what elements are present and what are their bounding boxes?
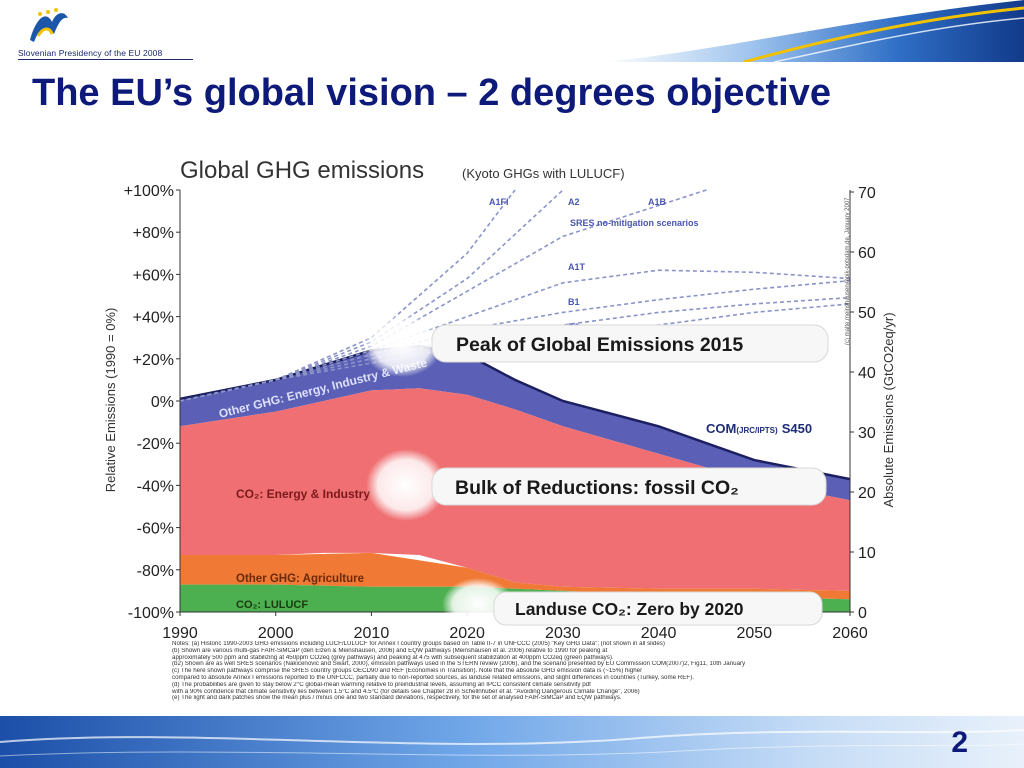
callout-reductions-text: Bulk of Reductions: fossil CO₂ — [455, 477, 739, 499]
x-tick-label: 2050 — [736, 625, 772, 642]
chart-title: Global GHG emissions — [180, 157, 424, 184]
note-line: (b) Shown are various multi-gas FAIR-SiM… — [172, 647, 608, 654]
sres-label: SRES no-mitigation scenarios — [570, 218, 699, 228]
area-series-0 — [180, 346, 850, 501]
y-left-tick-label: -60% — [137, 521, 174, 538]
presidency-logo: Slovenian Presidency of the EU 2008 — [18, 4, 208, 60]
area-label-other-agri: Other GHG: Agriculture — [236, 573, 364, 585]
callout-peak-text: Peak of Global Emissions 2015 — [456, 334, 743, 356]
com-label-s450: S450 — [782, 421, 812, 436]
scenario-label-b1: B1 — [568, 297, 580, 307]
callout-reductions-glow — [366, 449, 446, 521]
y-left-tick-label: +80% — [133, 225, 174, 242]
callout-peak: Peak of Global Emissions 2015 — [362, 313, 829, 377]
scenario-label-a2: A2 — [568, 197, 580, 207]
copyright-label: (c) malte.meinshausen@pik-potsdam.de, Ja… — [845, 197, 851, 345]
area-series-2 — [180, 552, 850, 600]
page-number: 2 — [951, 726, 968, 759]
logo-text: Slovenian Presidency of the EU 2008 — [18, 48, 163, 58]
callout-peak-box — [431, 324, 829, 363]
note-line: (e) The light and dark patches show the … — [172, 695, 622, 702]
y-right-tick-label: 40 — [858, 365, 876, 382]
x-tick-label: 2010 — [354, 625, 390, 642]
x-tick-label: 2060 — [832, 625, 868, 642]
y-left-tick-label: -100% — [128, 605, 174, 622]
scenario-label-a1t: A1T — [568, 262, 586, 272]
note-line: with a 90% confidence that climate sensi… — [172, 688, 640, 695]
com-label-main: COM — [706, 421, 736, 436]
slide-header: Slovenian Presidency of the EU 2008 — [0, 0, 1024, 62]
callout-peak-glow — [362, 313, 442, 377]
y-left-axis-label: Relative Emissions (1990 = 0%) — [103, 308, 118, 493]
logo-underline — [18, 59, 193, 60]
scenario-line-6 — [179, 303, 851, 402]
callout-landuse-box — [493, 591, 823, 626]
scenario-label-a1fi: A1FI — [489, 197, 509, 207]
note-line: Notes: (a) Historic 1990-2003 GHG emissi… — [172, 641, 665, 647]
area-label-co2-energy: CO₂: Energy & Industry — [236, 487, 370, 501]
y-left-tick-label: -80% — [137, 563, 174, 580]
x-tick-label: 1990 — [162, 625, 198, 642]
chart-axes: +100% +80% +60% +40% +20% 0% -20% -40% -60% -80% -… — [124, 183, 876, 642]
y-right-axis-label: Absolute Emissions (GtCO2eq/yr) — [881, 312, 896, 507]
x-tick-label: 2000 — [258, 625, 294, 642]
note-line: compared to absolute Annex I emissions r… — [172, 674, 694, 681]
chart-notes: Notes: (a) Historic 1990-2003 GHG emissi… — [172, 641, 862, 702]
x-tick-label: 2030 — [545, 625, 581, 642]
y-left-tick-label: +100% — [124, 183, 174, 200]
slide-title: The EU’s global vision – 2 degrees objec… — [32, 72, 831, 114]
area-label-co2-lulucf: CO₂: LULUCF — [236, 599, 308, 611]
y-right-tick-label: 60 — [858, 245, 876, 262]
note-line: (d) The probabilities are given to stay … — [172, 681, 591, 688]
x-tick-label: 2040 — [641, 625, 677, 642]
y-left-tick-label: 0% — [151, 394, 174, 411]
callout-reductions: Bulk of Reductions: fossil CO₂ — [366, 449, 827, 521]
note-line: (b2) Shown are as well SRES scenarios (N… — [172, 661, 746, 668]
y-left-tick-label: +60% — [133, 267, 174, 284]
slide-footer-decoration — [0, 716, 1024, 768]
chart-subtitle: (Kyoto GHGs with LULUCF) — [462, 166, 625, 181]
callout-reductions-box — [431, 467, 827, 506]
y-right-tick-label: 70 — [858, 185, 876, 202]
y-right-tick-label: 20 — [858, 485, 876, 502]
com-label: COM(JRC/IPTS) S450 — [706, 421, 812, 436]
callout-landuse-text: Landuse CO₂: Zero by 2020 — [515, 599, 744, 619]
y-right-tick-label: 30 — [858, 425, 876, 442]
y-left-tick-label: +40% — [133, 310, 174, 327]
scenario-label-a1b: A1B — [648, 197, 667, 207]
y-left-tick-label: -20% — [137, 436, 174, 453]
y-left-tick-label: +20% — [133, 352, 174, 369]
callout-landuse: Landuse CO₂: Zero by 2020 — [442, 578, 823, 630]
com-label-sub: (JRC/IPTS) — [736, 426, 778, 435]
y-right-tick-label: 10 — [858, 545, 876, 562]
y-right-tick-label: 50 — [858, 305, 876, 322]
y-left-tick-label: -40% — [137, 478, 174, 495]
header-swoosh-decoration — [604, 0, 1024, 62]
y-right-tick-label: 0 — [858, 605, 867, 622]
presidency-emblem-icon — [30, 8, 68, 43]
note-line: (c) The here shown pathways comprise the… — [172, 668, 643, 675]
note-line: approximately 500 ppm and stabilizing at… — [172, 654, 614, 661]
